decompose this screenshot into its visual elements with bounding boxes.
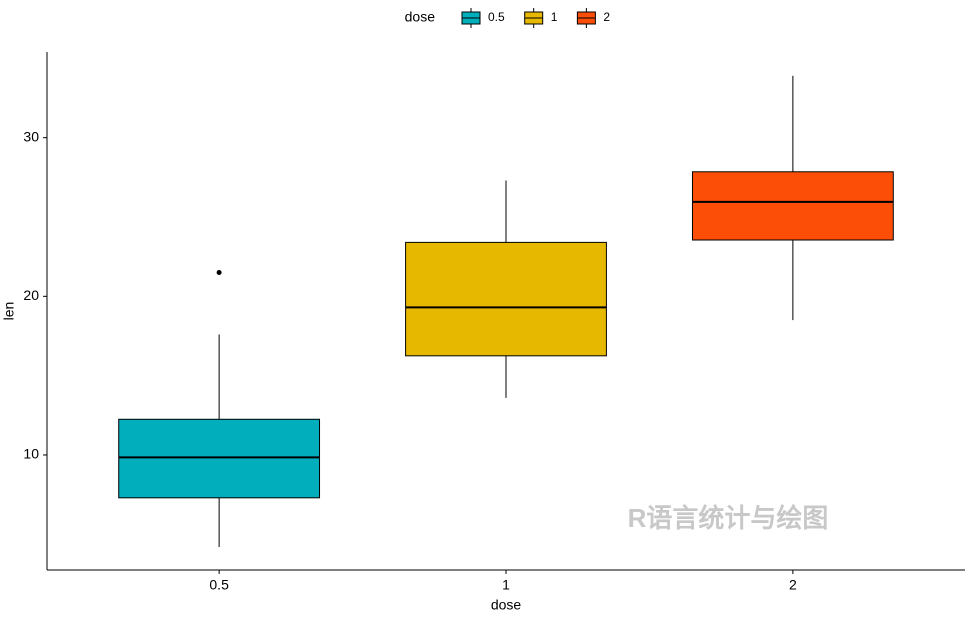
watermark: R语言统计与绘图 — [628, 503, 829, 533]
box — [405, 241, 607, 357]
box — [691, 171, 894, 241]
legend-label: 0.5 — [488, 10, 505, 24]
y-tick-label: 20 — [23, 287, 39, 303]
legend-title: dose — [405, 9, 436, 25]
outlier — [216, 270, 222, 276]
x-axis-label: dose — [491, 597, 522, 613]
box — [118, 418, 321, 499]
y-tick-label: 30 — [23, 128, 39, 144]
x-tick-label: 2 — [789, 577, 797, 593]
legend-label: 2 — [603, 10, 610, 24]
y-tick-label: 10 — [23, 446, 39, 462]
y-axis-label: len — [1, 302, 17, 321]
legend-label: 1 — [551, 10, 558, 24]
x-tick-label: 0.5 — [209, 577, 229, 593]
x-tick-label: 1 — [502, 577, 510, 593]
